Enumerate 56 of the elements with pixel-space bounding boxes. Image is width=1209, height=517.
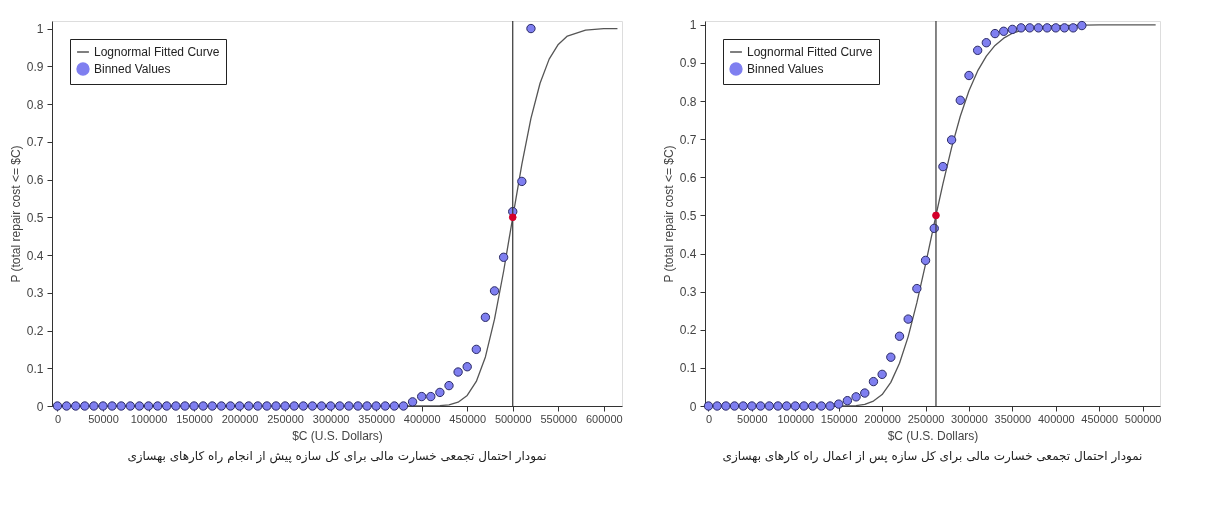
x-tick-label: 600000	[585, 412, 623, 425]
y-tick-label: 0.7	[679, 132, 697, 147]
y-tick-label: 0.4	[26, 248, 44, 263]
text: نمودار احتمال تجمعی خسارت مالی برای کل سازه پیش از انجام راه کارهای بهسازی	[127, 449, 547, 464]
x-tick-label: 150000	[820, 412, 858, 425]
x-axis-title: $C (U.S. Dollars)	[887, 428, 979, 443]
x-axis-title: $C (U.S. Dollars)	[292, 428, 383, 443]
legend-label: Binned Values	[94, 62, 171, 76]
x-tick-label: 50000	[88, 412, 119, 425]
y-tick-label: 1	[36, 22, 44, 37]
x-tick-label: 400000	[403, 412, 441, 425]
y-axis-title: P (total repair cost <= $C)	[8, 145, 23, 283]
x-tick-label: 550000	[540, 412, 578, 425]
y-tick-label: 0.6	[26, 173, 44, 188]
y-tick-label: 0.3	[26, 286, 44, 301]
y-tick-label: 0.3	[679, 285, 697, 300]
x-tick-label: 350000	[994, 412, 1032, 425]
x-tick-label: 500000	[494, 412, 532, 425]
x-tick-label: 250000	[267, 412, 304, 425]
x-tick-label: 250000	[907, 412, 945, 425]
y-tick-label: 0.1	[679, 361, 697, 376]
x-tick-label: 0	[54, 412, 62, 425]
legend-label: Lognormal Fitted Curve	[747, 45, 873, 59]
y-tick-label: 0.2	[679, 323, 697, 338]
x-tick-label: 150000	[176, 412, 213, 425]
y-tick-label: 0	[689, 399, 697, 414]
x-tick-label: 100000	[777, 412, 815, 425]
y-tick-label: 0.5	[679, 208, 697, 223]
x-tick-label: 100000	[130, 412, 168, 425]
y-tick-label: 0.1	[26, 361, 44, 376]
x-tick-label: 0	[705, 412, 713, 425]
y-tick-label: 0.6	[679, 170, 697, 185]
y-tick-label: 0.9	[679, 56, 697, 71]
y-tick-label: 1	[689, 18, 697, 33]
y-tick-label: 0.9	[26, 59, 44, 74]
x-tick-label: 300000	[312, 412, 350, 425]
x-tick-label: 200000	[221, 412, 259, 425]
text: نمودار احتمال تجمعی خسارت مالی برای کل سازه پس از اعمال راه کارهای بهسازی	[722, 449, 1143, 464]
y-tick-label: 0	[36, 399, 44, 414]
legend-label: Lognormal Fitted Curve	[94, 45, 220, 59]
x-tick-label: 200000	[864, 412, 901, 425]
y-tick-label: 0.5	[26, 210, 44, 225]
x-tick-label: 500000	[1124, 412, 1162, 425]
x-tick-label: 300000	[951, 412, 988, 425]
y-tick-label: 0.8	[679, 94, 697, 109]
y-tick-label: 0.7	[26, 135, 44, 150]
y-tick-label: 0.8	[26, 97, 44, 112]
y-tick-label: 0.4	[679, 247, 697, 262]
y-axis-title: P (total repair cost <= $C)	[661, 145, 676, 283]
x-tick-label: 450000	[1081, 412, 1119, 425]
x-tick-label: 450000	[449, 412, 487, 425]
legend-label: Binned Values	[747, 62, 824, 76]
x-tick-label: 400000	[1037, 412, 1075, 425]
y-tick-label: 0.2	[26, 324, 44, 339]
x-tick-label: 50000	[737, 412, 768, 425]
x-tick-label: 350000	[358, 412, 396, 425]
